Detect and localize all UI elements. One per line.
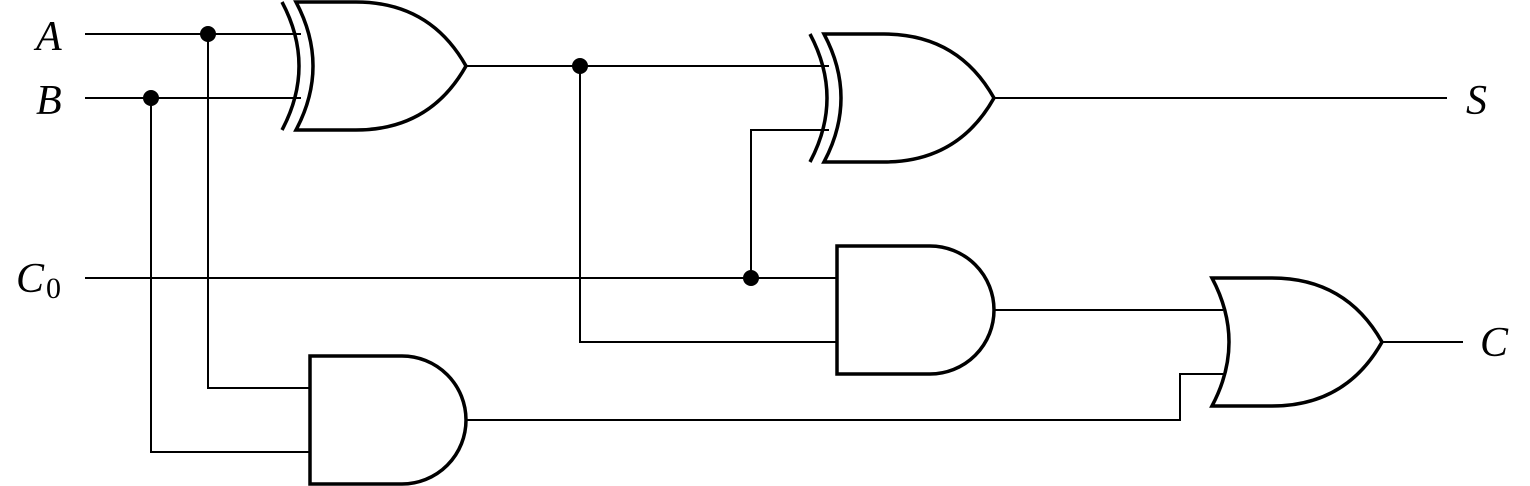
output-label-c: C xyxy=(1480,320,1509,366)
svg-text:C: C xyxy=(16,256,45,302)
input-label-b: B xyxy=(36,78,62,124)
xor-gate-2 xyxy=(808,32,997,164)
wire-b-to-and2 xyxy=(150,97,311,453)
junction-c0 xyxy=(743,270,759,286)
output-label-s: S xyxy=(1466,78,1487,124)
wire-c0-to-xor2 xyxy=(750,129,829,279)
junction-a xyxy=(200,26,216,42)
junction-xor1-out xyxy=(572,58,588,74)
xor-gate-1 xyxy=(280,0,469,132)
svg-text:0: 0 xyxy=(46,272,61,305)
junction-b xyxy=(143,90,159,106)
junctions xyxy=(143,26,759,286)
wires xyxy=(85,33,1463,453)
input-label-a: A xyxy=(33,14,62,60)
wire-a-to-and2 xyxy=(207,33,311,389)
wire-xor1-to-and1 xyxy=(579,65,838,343)
or-gate xyxy=(1209,276,1385,408)
input-label-c0: C 0 xyxy=(16,256,61,305)
and-gate-2 xyxy=(308,354,468,486)
wire-and2-to-or xyxy=(465,373,1223,421)
and-gate-1 xyxy=(835,244,996,376)
